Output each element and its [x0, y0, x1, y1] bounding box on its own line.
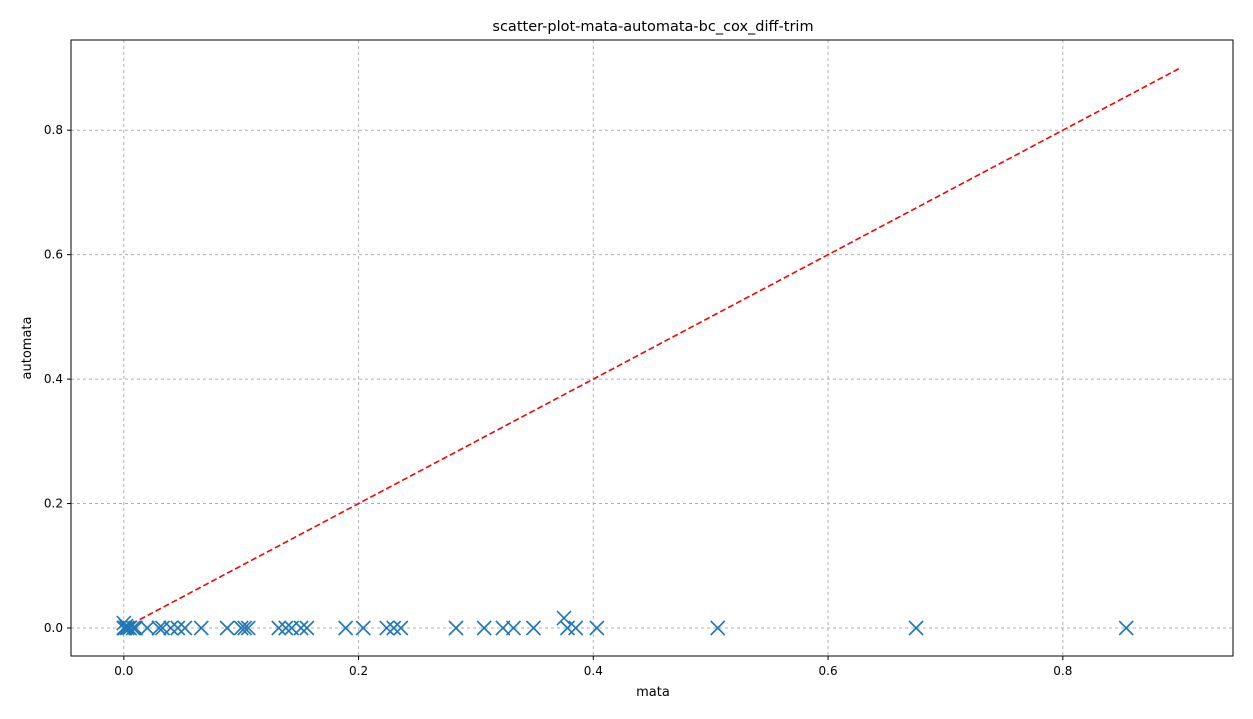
data-point: [193, 620, 209, 636]
data-point: [271, 620, 287, 636]
y-axis-label: automata: [20, 317, 35, 380]
data-point: [233, 620, 249, 636]
chart-title: scatter-plot-mata-automata-bc_cox_diff-t…: [492, 19, 813, 35]
data-point: [139, 620, 155, 636]
data-point: [710, 620, 726, 636]
y-tick-label: 0.8: [44, 123, 63, 137]
grid-lines: [71, 40, 1233, 656]
data-point: [122, 620, 138, 636]
data-point: [568, 620, 584, 636]
data-point: [177, 620, 193, 636]
x-axis-label: mata: [636, 685, 670, 700]
data-point: [163, 620, 179, 636]
data-point: [237, 620, 253, 636]
data-point: [589, 620, 605, 636]
data-point: [151, 620, 167, 636]
data-point: [355, 620, 371, 636]
y-tick-label: 0.6: [44, 248, 63, 262]
data-point: [1118, 620, 1134, 636]
reference-line: [123, 67, 1181, 629]
data-point: [170, 620, 186, 636]
data-point: [125, 620, 141, 636]
data-point: [299, 620, 315, 636]
data-point: [559, 620, 576, 636]
data-point: [908, 620, 924, 636]
data-point: [338, 620, 354, 636]
y-tick-label: 0.2: [44, 497, 63, 511]
x-tick-label: 0.8: [1053, 664, 1072, 678]
data-point: [393, 620, 409, 636]
data-point: [476, 620, 492, 636]
data-point: [386, 620, 402, 636]
data-point: [556, 610, 572, 626]
y-tick-label: 0.0: [44, 621, 63, 635]
x-tick-label: 0.0: [114, 664, 133, 678]
x-tick-label: 0.4: [584, 664, 603, 678]
data-point: [495, 620, 511, 636]
plot-frame: [70, 39, 1234, 657]
data-point: [240, 620, 256, 636]
data-point: [219, 620, 235, 636]
data-point: [505, 620, 522, 636]
data-point: [278, 620, 294, 636]
data-point: [293, 620, 309, 636]
y-tick-label: 0.4: [44, 372, 63, 386]
plot-area: [116, 67, 1181, 636]
data-point: [379, 620, 395, 636]
x-tick-label: 0.2: [349, 664, 368, 678]
data-point: [127, 620, 144, 636]
axis-ticks: 0.0 0.2 0.4 0.6 0.8 0.0 0.2 0.4 0.6 0.8: [44, 123, 1072, 678]
data-point: [525, 620, 542, 636]
x-tick-label: 0.6: [819, 664, 838, 678]
data-point: [448, 620, 464, 636]
